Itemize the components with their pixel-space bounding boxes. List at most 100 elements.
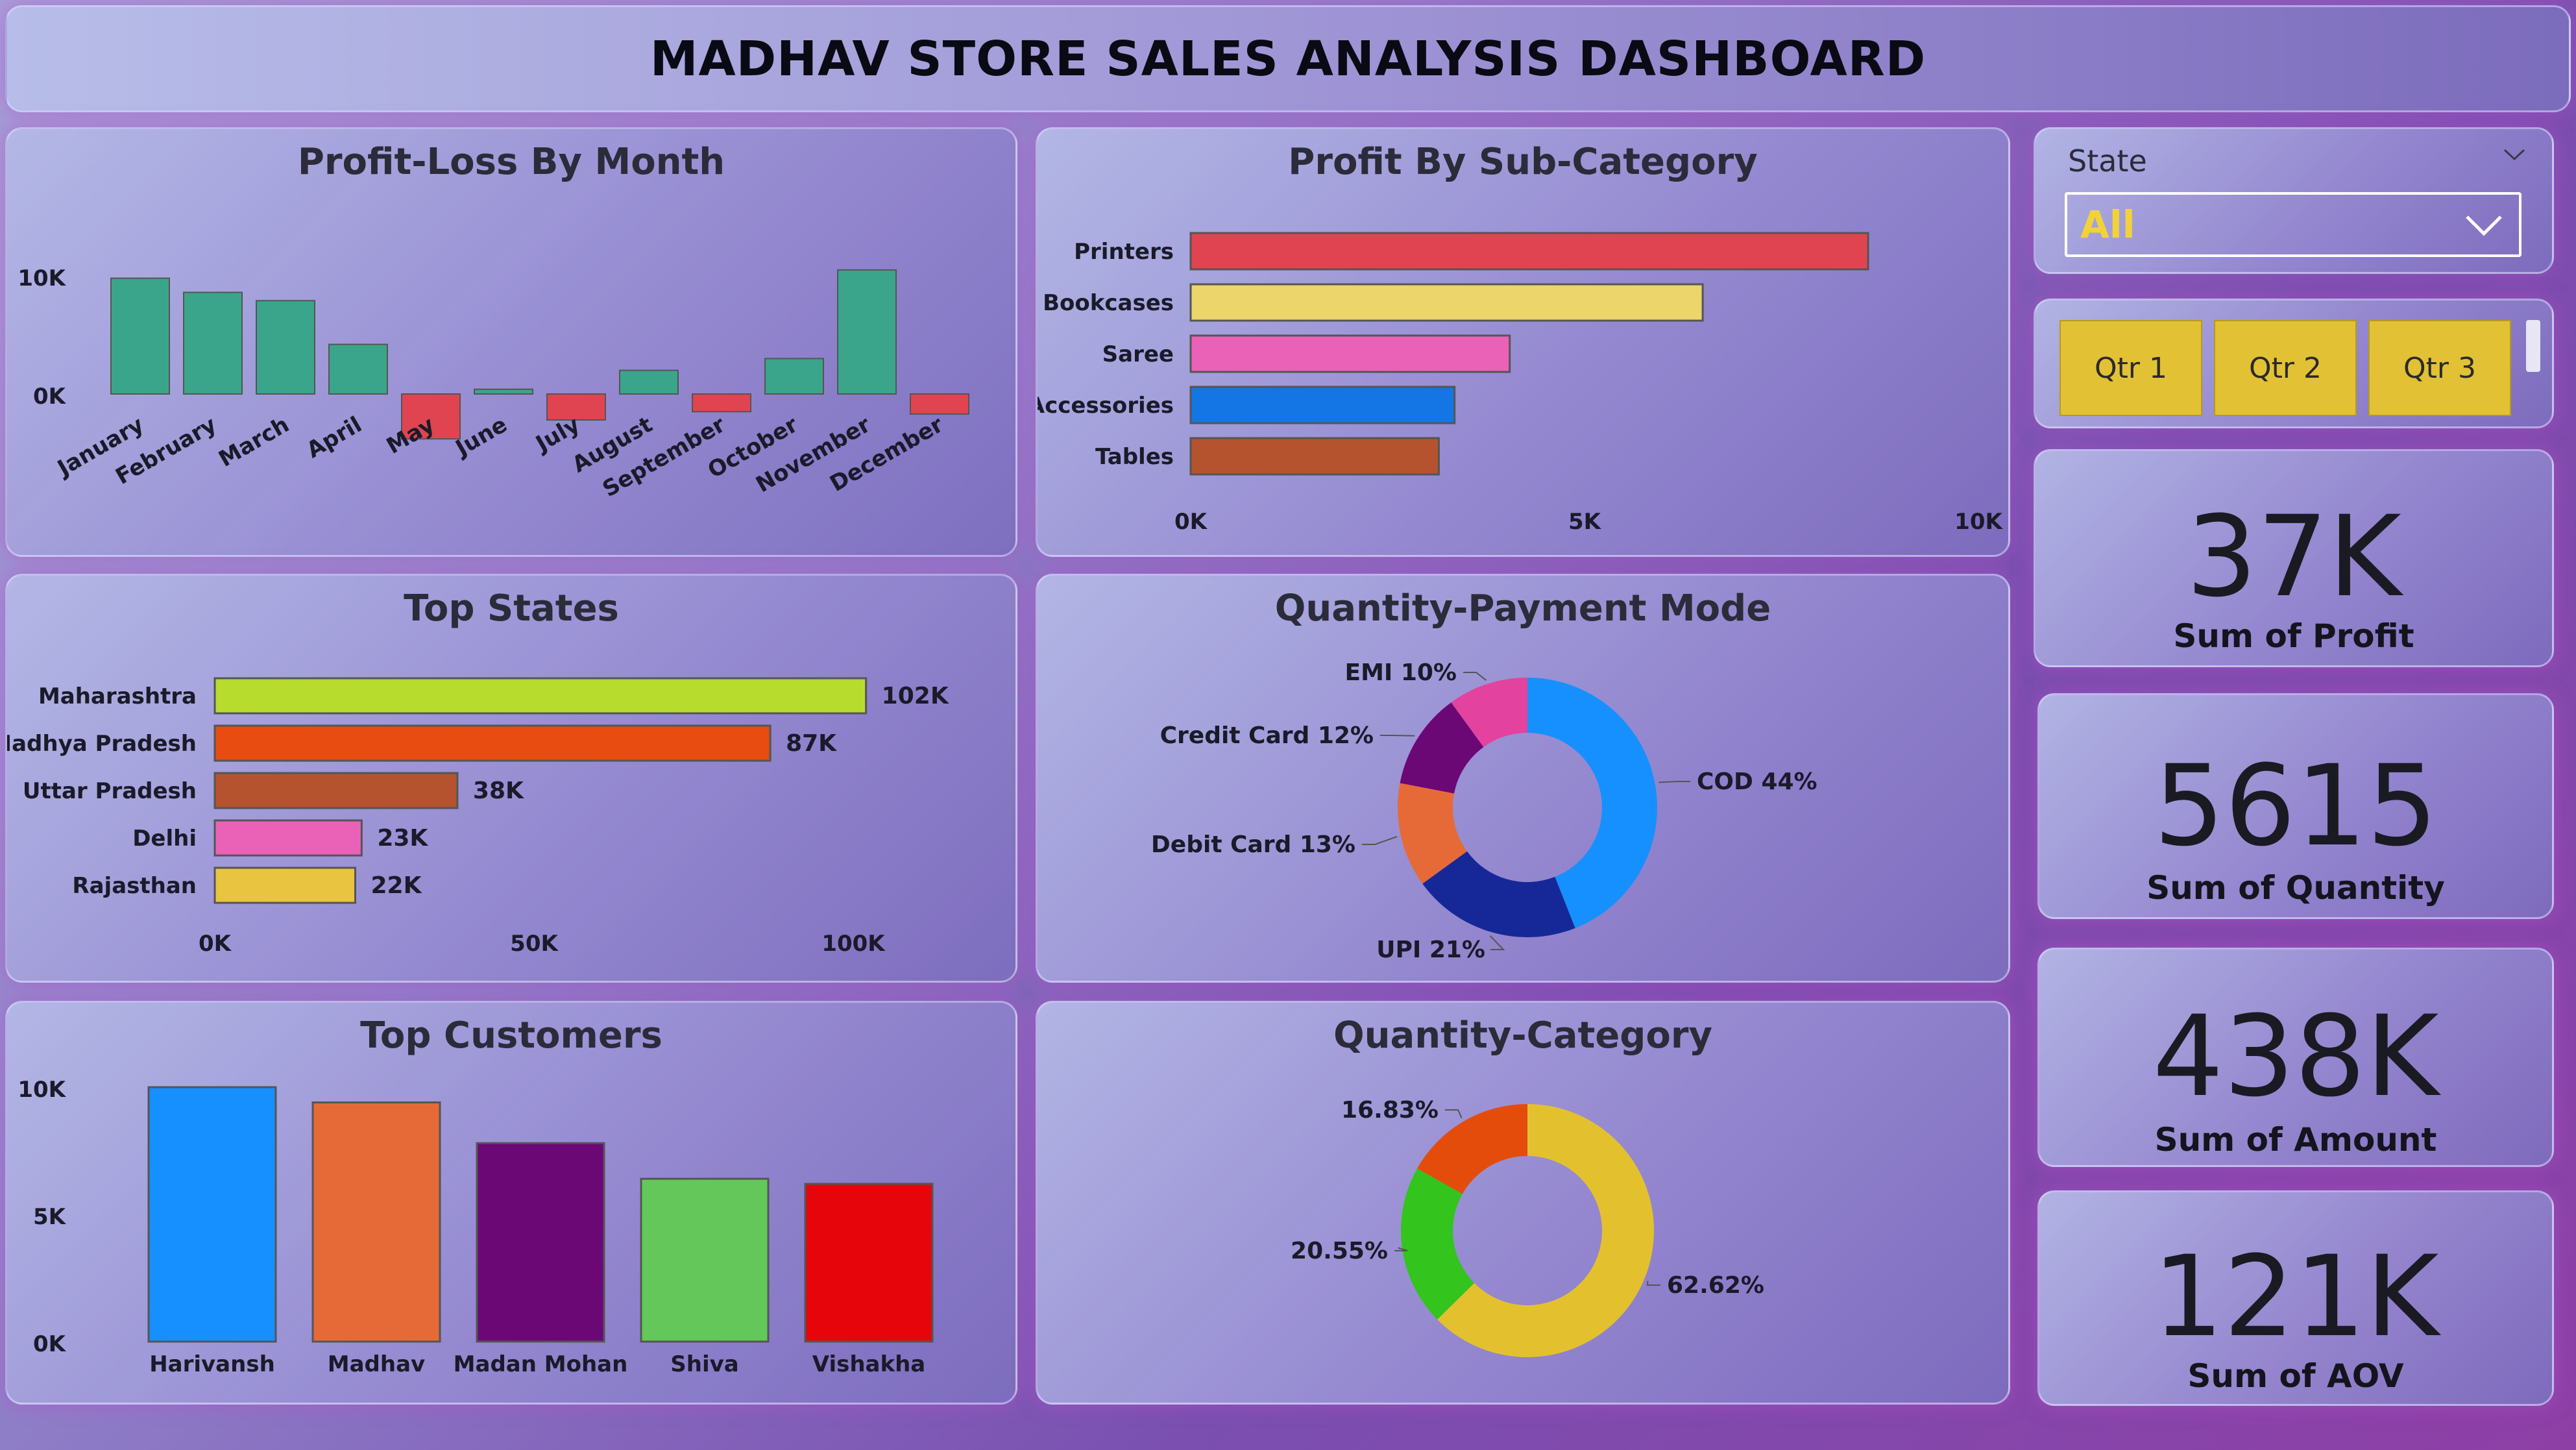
top-customers-chart: 0K 5K 10K Harivansh Madhav Madan Mohan Shiva Vi… [18,1077,934,1377]
bar-madhav [311,1101,441,1343]
bar-vishakha [804,1183,934,1343]
state-dropdown[interactable]: All [2065,192,2521,257]
kpi-label-quantity: Sum of Quantity [2146,869,2445,907]
leader-line [1362,835,1398,845]
panel-quantity-category: Quantity-Category 62.62% 20.55% 16.83% [1036,1001,2010,1405]
data-label: UPI 21% [1376,937,1485,963]
bar-saree [1189,334,1511,373]
data-label: EMI 10% [1344,659,1457,686]
y-tick-label: Printers [1074,239,1174,265]
y-tick-label: 10K [18,265,66,291]
bar-may [401,393,461,440]
leader-line [1489,935,1505,950]
x-tick-label: 50K [510,931,559,957]
y-tick-label: Saree [1102,341,1174,367]
y-tick-label: Madhya Pradesh [7,731,197,757]
y-tick-label: Uttar Pradesh [23,778,197,804]
quantity-payment-mode-chart: COD 44% UPI 21% Debit Card 13% Credit Card … [1151,659,1817,963]
chart-title-top-states: Top States [404,587,619,630]
y-tick-label: 5K [33,1204,67,1230]
bar-january [110,277,170,395]
data-label: Debit Card 13% [1151,831,1355,858]
x-tick-label: Madhav [328,1351,425,1377]
kpi-value-quantity: 5615 [2154,741,2438,871]
bar-march [256,300,315,395]
x-tick-label: 10K [1954,509,2003,535]
kpi-card-quantity: 5615 Sum of Quantity [2037,693,2554,919]
x-tick-label: 100K [821,931,886,957]
kpi-value-profit: 37K [2186,491,2401,622]
chart-title-profit-by-subcategory: Profit By Sub-Category [1288,141,1758,183]
y-tick-label: Rajasthan [72,873,197,899]
kpi-label-aov: Sum of AOV [2187,1357,2404,1395]
data-label: 87K [786,730,837,757]
y-tick-label: Maharashtra [38,683,197,709]
y-tick-label: Bookcases [1043,290,1174,316]
bar-november [837,269,897,395]
slice-debit-card-13 [1398,783,1467,884]
data-label: Credit Card 12% [1160,722,1374,749]
data-label: 62.62% [1667,1272,1764,1299]
chart-title-quantity-category: Quantity-Category [1333,1014,1712,1057]
kpi-label-amount: Sum of Amount [2154,1121,2437,1159]
chart-title-top-customers: Top Customers [360,1014,662,1057]
bar-accessories [1189,386,1456,424]
kpi-label-profit: Sum of Profit [2173,617,2414,655]
state-slicer-title: State [2068,143,2147,178]
panel-profit-by-subcategory: Profit By Sub-Category Printers Bookcases… [1036,127,2010,557]
y-tick-label: Tables [1095,444,1174,470]
slice-upi-21 [1422,851,1575,937]
x-tick-label: March [214,412,293,473]
qtr-2-button[interactable]: Qtr 2 [2214,320,2357,416]
quarter-slicer: Qtr 1 Qtr 2 Qtr 3 [2034,299,2554,428]
bar-tables [1189,437,1440,476]
qtr-3-button[interactable]: Qtr 3 [2368,320,2511,416]
slice-62-62 [1437,1104,1654,1357]
qtr-1-button[interactable]: Qtr 1 [2060,320,2202,416]
data-label: COD 44% [1697,768,1817,795]
data-label: 38K [473,778,524,804]
bar-maharashtra [213,677,868,715]
bar-bookcases [1189,283,1704,322]
profit-by-subcategory-chart: Printers Bookcases Saree Accessories Tables 0… [1038,232,2003,535]
chart-title-quantity-payment-mode: Quantity-Payment Mode [1274,587,1771,630]
x-tick-label: 0K [199,931,232,957]
bar-june [474,388,533,395]
bar-harivansh [147,1086,277,1343]
x-tick-label: Shiva [670,1351,738,1377]
bar-uttar-pradesh [213,772,459,809]
x-tick-label: 5K [1568,509,1602,535]
bar-december [910,393,969,415]
state-dropdown-value: All [2080,203,2135,247]
kpi-value-aov: 121K [2152,1231,2439,1362]
slice-emi-10 [1451,678,1527,747]
x-tick-label: 0K [1174,509,1208,535]
slice-20-55 [1401,1168,1475,1320]
data-label: 22K [371,872,422,899]
slicer-collapse-chevron-icon[interactable] [2503,147,2526,162]
bar-april [328,343,388,395]
x-tick-label: April [302,412,367,463]
y-tick-label: 0K [33,1331,67,1357]
top-states-chart: Maharashtra 102K Madhya Pradesh 87K Uttar Pr… [7,677,949,957]
bar-july [546,393,606,421]
chart-title-profit-by-month: Profit-Loss By Month [297,141,725,183]
quantity-category-chart: 62.62% 20.55% 16.83% [1291,1097,1764,1357]
quarter-scrollbar[interactable] [2526,320,2540,372]
bar-printers [1189,232,1869,271]
dashboard-header: MADHAV STORE SALES ANALYSIS DASHBOARD [5,5,2571,112]
y-tick-label: 0K [33,384,67,410]
dashboard-title: MADHAV STORE SALES ANALYSIS DASHBOARD [650,31,1926,87]
panel-profit-by-month: Profit-Loss By Month 0K 10K January Februar… [5,127,1017,557]
kpi-card-amount: 438K Sum of Amount [2037,948,2554,1167]
leader-line [1646,1281,1660,1286]
leader-line [1463,672,1487,681]
chevron-down-icon [2466,215,2502,236]
y-tick-label: 10K [18,1077,66,1103]
state-slicer: State All [2034,127,2554,274]
slice-16-83 [1417,1104,1527,1194]
bar-madan-mohan [476,1142,605,1343]
slice-cod-44 [1527,678,1657,928]
bar-february [183,291,243,395]
